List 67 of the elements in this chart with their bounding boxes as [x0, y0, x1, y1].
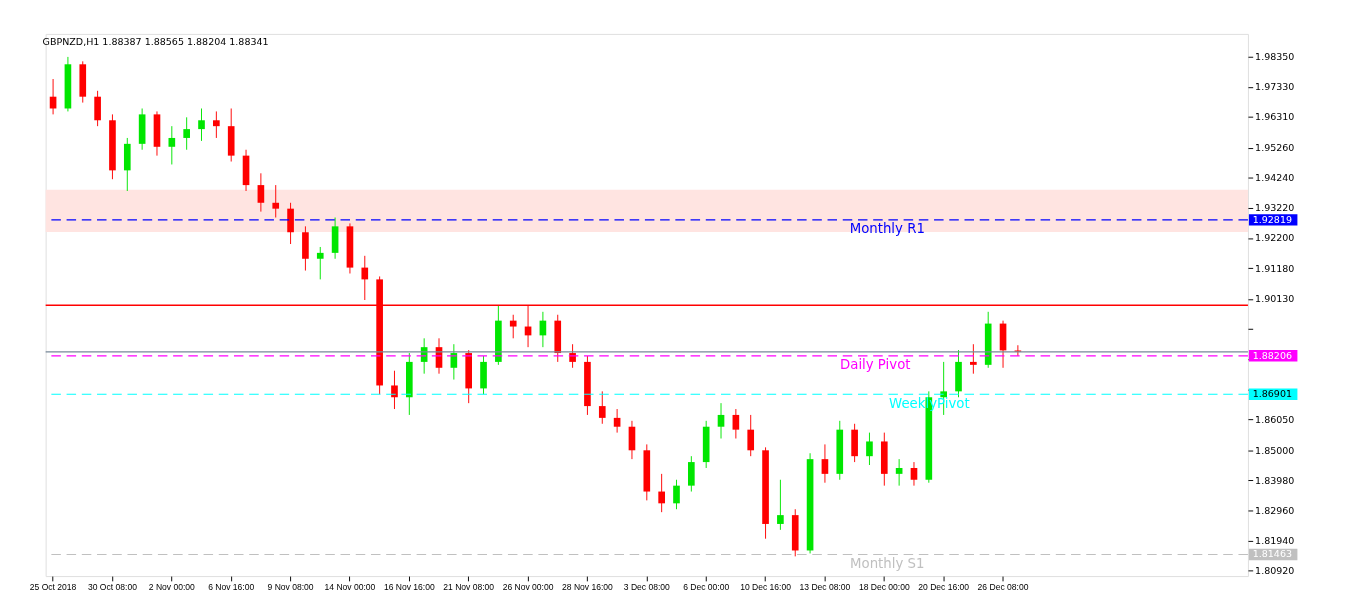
- candlestick: [287, 202, 294, 245]
- x-tick-label: 6 Dec 00:00: [683, 581, 730, 592]
- candlestick: [866, 432, 873, 466]
- x-tick-label: 16 Nov 16:00: [383, 581, 435, 592]
- candlestick: [391, 370, 398, 410]
- candlestick: [658, 473, 665, 513]
- candlestick: [361, 255, 369, 301]
- candlestick: [717, 402, 725, 439]
- text: 1.92819: [1252, 213, 1293, 225]
- candlestick: [213, 110, 220, 139]
- chart-title: GBPNZD,H1 1.88387 1.88565 1.88204 1.88341: [42, 36, 269, 48]
- y-tick-label: 1.94240: [1255, 172, 1295, 184]
- text: 1.86901: [1252, 388, 1293, 400]
- y-tick-label: 1.93220: [1255, 202, 1295, 214]
- candlestick: [183, 116, 190, 151]
- text: 1.88206: [1252, 349, 1293, 361]
- candlestick: [198, 108, 205, 142]
- candlestick: [673, 479, 680, 510]
- candlestick: [168, 125, 176, 165]
- x-tick-label: 26 Nov 00:00: [502, 581, 554, 592]
- x-tick-label: 20 Dec 16:00: [918, 581, 970, 592]
- x-tick-label: 18 Dec 00:00: [858, 581, 910, 592]
- candlestick: [732, 408, 740, 439]
- x-tick-label: 21 Nov 08:00: [443, 581, 495, 592]
- candlestick: [598, 390, 606, 425]
- candlestick: [509, 314, 517, 339]
- candlestick: [688, 455, 695, 493]
- candlestick: [257, 172, 265, 213]
- y-tick-label: 1.96310: [1255, 111, 1295, 123]
- x-tick-label: 14 Nov 00:00: [324, 581, 376, 592]
- y-tick-label: 1.91180: [1255, 262, 1295, 274]
- y-tick-label: 1.92200: [1255, 232, 1295, 244]
- y-tick-label: 1.98350: [1255, 51, 1295, 63]
- candlestick: [316, 246, 324, 280]
- y-tick-label: 1.85000: [1255, 444, 1295, 456]
- y-tick-label: 1.97330: [1255, 81, 1295, 93]
- x-tick-label: 28 Nov 16:00: [562, 581, 614, 592]
- text: 1.81463: [1252, 548, 1293, 560]
- candlestick: [895, 458, 903, 487]
- candlestick: [821, 443, 829, 484]
- x-tick-label: 26 Dec 08:00: [977, 581, 1029, 592]
- ref-line-label: Monthly R1: [849, 221, 925, 237]
- x-tick-label: 2 Nov 00:00: [148, 581, 196, 592]
- x-tick-label: 9 Nov 08:00: [267, 581, 314, 592]
- x-tick-label: 13 Dec 08:00: [799, 581, 851, 592]
- y-tick-label: 1.90130: [1255, 293, 1295, 305]
- candlestick: [94, 90, 101, 127]
- ref-line-label: Monthly S1: [850, 555, 925, 571]
- candlestick: [777, 479, 784, 531]
- y-tick-label: 1.82960: [1255, 504, 1295, 516]
- y-tick-label: 1.95260: [1255, 142, 1295, 154]
- ref-line-label: Daily Pivot: [839, 357, 911, 373]
- x-tick-label: 6 Nov 16:00: [208, 581, 255, 592]
- y-tick-label: 1.83980: [1255, 474, 1295, 486]
- candlestick: [910, 461, 918, 487]
- x-tick-label: 30 Oct 08:00: [87, 581, 138, 592]
- candlestick: [569, 343, 576, 369]
- y-tick-label: 1.81940: [1255, 534, 1295, 546]
- x-tick-label: 10 Dec 16:00: [740, 581, 792, 592]
- candlestick: [747, 414, 755, 457]
- y-tick-label: 1.86050: [1255, 413, 1295, 425]
- candlestick: [613, 408, 621, 434]
- y-tick-label: 1.80920: [1255, 564, 1295, 576]
- candlestick: [272, 184, 280, 218]
- candlestick: [970, 343, 977, 375]
- x-tick-label: 3 Dec 08:00: [623, 581, 671, 592]
- x-tick-label: 25 Oct 2018: [29, 581, 77, 592]
